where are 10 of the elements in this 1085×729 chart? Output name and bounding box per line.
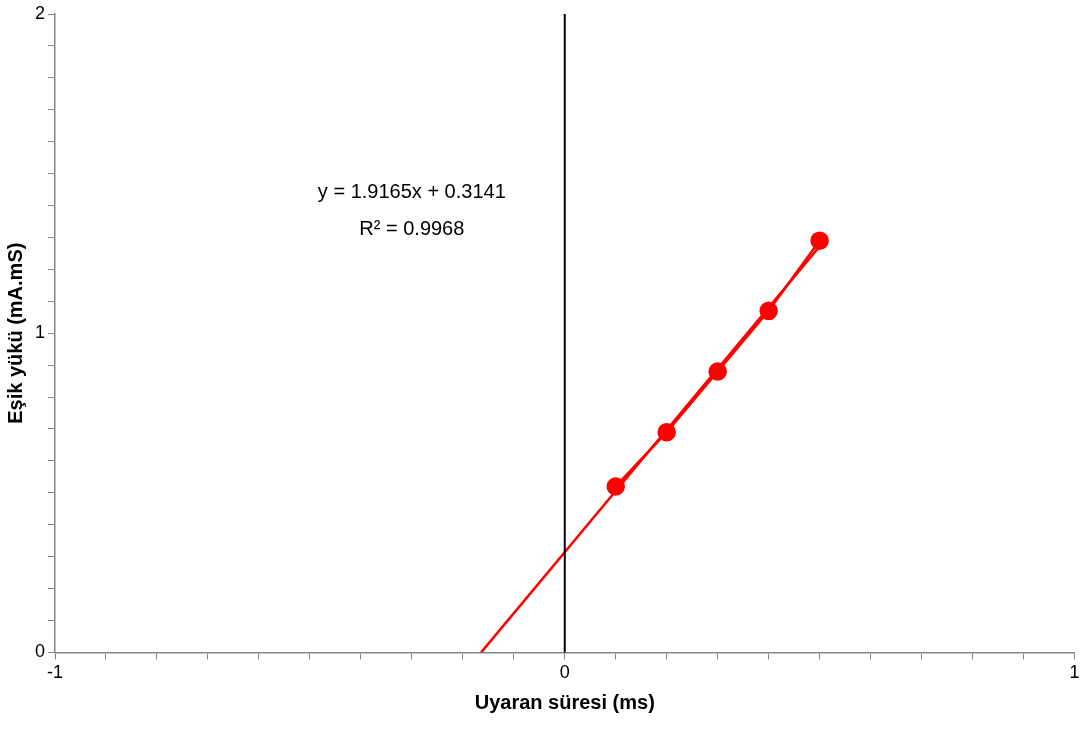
x-tick-label: -1 (47, 662, 64, 683)
y-tick-label: 2 (35, 2, 46, 23)
y-tick-label: 1 (35, 322, 46, 343)
annotation: R² = 0.9968 (359, 217, 465, 239)
x-axis-title: Uyaran süresi (ms) (474, 690, 655, 713)
y-tick-label: 0 (35, 641, 46, 662)
x-tick-label: 0 (559, 662, 570, 683)
y-axis-title: Eşik yükü (mA.mS) (3, 242, 26, 424)
annotation: y = 1.9165x + 0.3141 (317, 180, 506, 202)
x-tick-label: 1 (1069, 662, 1080, 683)
